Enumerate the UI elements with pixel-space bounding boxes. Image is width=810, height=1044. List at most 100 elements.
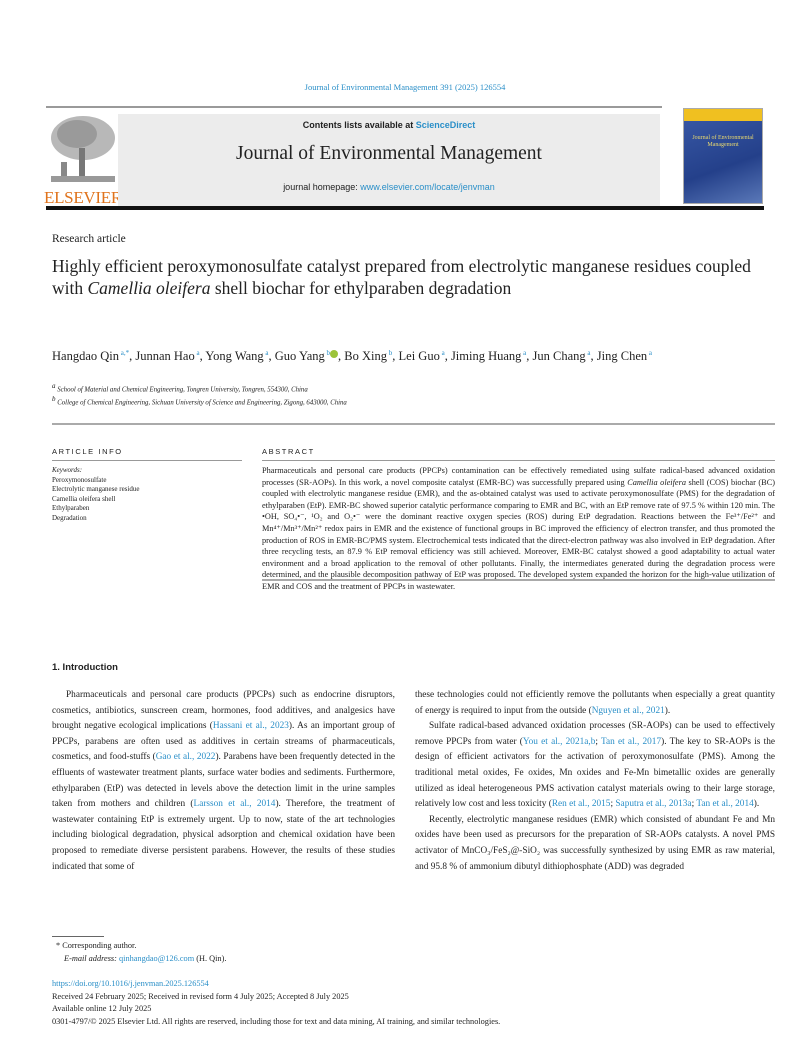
email-link[interactable]: qinhangdao@126.com bbox=[119, 953, 195, 963]
citation-link[interactable]: Tan et al., 2014 bbox=[696, 799, 754, 810]
article-type: Research article bbox=[52, 233, 126, 245]
author[interactable]: Hangdao Qin a,* bbox=[52, 349, 129, 363]
author-name[interactable]: Bo Xing bbox=[344, 349, 388, 364]
text-segment: ; bbox=[691, 799, 697, 810]
elsevier-logo: ELSEVIER bbox=[44, 112, 122, 208]
footnotes: * Corresponding author. E-mail address: … bbox=[56, 940, 226, 965]
homepage-label: journal homepage: bbox=[283, 182, 361, 192]
keyword: Electrolytic manganese residue bbox=[52, 485, 140, 493]
text-segment: shell biochar for ethylparaben degradati… bbox=[210, 278, 512, 298]
affiliation: b College of Chemical Engineering, Sichu… bbox=[52, 395, 347, 408]
text-segment: shell (COS) biochar (BC) coupled with el… bbox=[262, 477, 775, 591]
affiliation-marker: a bbox=[52, 382, 58, 390]
article-title: Highly efficient peroxymonosulfate catal… bbox=[52, 255, 752, 299]
author-name[interactable]: Jun Chang bbox=[532, 349, 586, 364]
copyright-notice: 0301-4797/© 2025 Elsevier Ltd. All right… bbox=[52, 1016, 501, 1026]
affiliation: a School of Material and Chemical Engine… bbox=[52, 382, 347, 395]
text-segment: ). The key to SR-AOPs is the design of e… bbox=[415, 736, 775, 810]
email-label: E-mail address: bbox=[64, 953, 119, 963]
author-name[interactable]: Jiming Huang bbox=[450, 349, 522, 364]
citation-link[interactable]: Saputra et al., 2013a bbox=[615, 799, 692, 810]
divider bbox=[262, 460, 775, 461]
citation-link[interactable]: Tan et al., 2017 bbox=[601, 736, 662, 747]
text-segment: Sulfate radical-based advanced oxidation… bbox=[415, 721, 775, 747]
author[interactable]: Jiming Huang a bbox=[451, 349, 526, 363]
keyword: Camellia oleifera shell bbox=[52, 494, 116, 503]
publisher-name: ELSEVIER bbox=[44, 188, 122, 207]
affiliation-marker[interactable]: a bbox=[585, 349, 591, 357]
keyword: Ethylparaben bbox=[52, 504, 90, 512]
citation-link[interactable]: Ren et al., 2015 bbox=[551, 799, 611, 810]
affiliation-marker[interactable]: a bbox=[521, 349, 527, 357]
abstract-heading: ABSTRACT bbox=[262, 447, 315, 456]
sciencedirect-link[interactable]: ScienceDirect bbox=[415, 120, 476, 130]
affiliation-marker[interactable]: a bbox=[439, 349, 445, 357]
orcid-icon[interactable] bbox=[330, 350, 339, 359]
paragraph: Recently, electrolytic manganese residue… bbox=[415, 813, 775, 875]
text-segment: ). bbox=[664, 705, 671, 716]
paragraph: these technologies could not efficiently… bbox=[415, 688, 775, 719]
citation-link[interactable]: You et al., 2021a,b bbox=[522, 736, 596, 747]
keyword: Degradation bbox=[52, 513, 87, 522]
affiliation-marker[interactable]: b bbox=[324, 349, 331, 357]
author[interactable]: Bo Xing b bbox=[344, 349, 392, 363]
text-segment: ). Therefore, the treatment of wastewate… bbox=[52, 799, 395, 872]
author[interactable]: Guo Yang b bbox=[274, 349, 339, 364]
section-heading-introduction: 1. Introduction bbox=[52, 662, 118, 673]
author[interactable]: Jing Chen a bbox=[597, 349, 652, 363]
affiliation-marker[interactable]: b bbox=[387, 349, 393, 357]
received-dates: Received 24 February 2025; Received in r… bbox=[52, 991, 349, 1001]
affiliation-marker[interactable]: a,* bbox=[119, 349, 130, 357]
author-name[interactable]: Lei Guo bbox=[398, 349, 440, 364]
journal-cover-image: Journal of Environmental Management bbox=[683, 108, 763, 204]
text-segment: ; bbox=[610, 799, 616, 810]
paragraph: Sulfate radical-based advanced oxidation… bbox=[415, 719, 775, 813]
citation-link[interactable]: Larsson et al., 2014 bbox=[193, 799, 276, 810]
text-segment: ; bbox=[595, 736, 601, 747]
journal-header-box: Contents lists available at ScienceDirec… bbox=[118, 114, 660, 206]
available-online-date: Available online 12 July 2025 bbox=[52, 1004, 152, 1013]
author[interactable]: Junnan Hao a bbox=[135, 349, 199, 363]
contents-label: Contents lists available at bbox=[302, 120, 416, 130]
affiliation-text: School of Material and Chemical Engineer… bbox=[57, 386, 308, 394]
affiliation-marker: b bbox=[52, 394, 58, 403]
journal-homepage-link[interactable]: www.elsevier.com/locate/jenvman bbox=[360, 182, 495, 192]
header-divider bbox=[46, 206, 764, 210]
italic-text: Camellia oleifera bbox=[627, 477, 686, 487]
affiliation-marker[interactable]: a bbox=[647, 349, 652, 357]
author-name[interactable]: Guo Yang bbox=[274, 349, 325, 364]
author[interactable]: Lei Guo a bbox=[399, 349, 445, 363]
journal-reference[interactable]: Journal of Environmental Management 391 … bbox=[0, 82, 810, 92]
author[interactable]: Jun Chang a bbox=[533, 349, 591, 363]
author[interactable]: Yong Wang a bbox=[205, 349, 268, 363]
keyword: Peroxymonosulfate bbox=[52, 475, 107, 484]
text-segment: Highly efficient peroxymonosulfate catal… bbox=[52, 256, 751, 298]
abstract-text: Pharmaceuticals and personal care produc… bbox=[262, 465, 775, 593]
affiliation-marker[interactable]: a bbox=[194, 349, 200, 357]
author-name[interactable]: Hangdao Qin bbox=[52, 349, 119, 364]
footnote-divider bbox=[52, 936, 104, 937]
text-segment: ). As an important group of PPCPs, parab… bbox=[52, 721, 396, 763]
citation-link[interactable]: Nguyen et al., 2021 bbox=[591, 705, 665, 716]
author-list: Hangdao Qin a,*, Junnan Hao a, Yong Wang… bbox=[52, 349, 652, 364]
divider bbox=[46, 106, 662, 108]
author-name[interactable]: Junnan Hao bbox=[135, 349, 195, 364]
text-segment: Pharmaceuticals and personal care produc… bbox=[52, 690, 395, 732]
keywords: Keywords: Peroxymonosulfate Electrolytic… bbox=[52, 466, 139, 523]
citation-link[interactable]: Gao et al., 2022 bbox=[155, 752, 216, 763]
text-segment: Pharmaceuticals and personal care produc… bbox=[262, 466, 775, 487]
author-name[interactable]: Jing Chen bbox=[596, 349, 648, 364]
affiliation-marker[interactable]: a bbox=[263, 349, 269, 357]
author-name[interactable]: Yong Wang bbox=[205, 349, 264, 364]
paragraph: Pharmaceuticals and personal care produc… bbox=[52, 688, 395, 875]
text-segment: these technologies could not efficiently… bbox=[415, 690, 775, 716]
divider bbox=[52, 460, 242, 461]
divider bbox=[52, 423, 775, 425]
doi-link[interactable]: https://doi.org/10.1016/j.jenvman.2025.1… bbox=[52, 979, 209, 988]
article-info-heading: ARTICLE INFO bbox=[52, 447, 123, 456]
email-suffix: (H. Qin). bbox=[194, 953, 227, 963]
left-column: Pharmaceuticals and personal care produc… bbox=[52, 688, 395, 875]
journal-reference-link[interactable]: Journal of Environmental Management 391 … bbox=[304, 82, 506, 92]
italic-text: Camellia oleifera bbox=[87, 278, 211, 298]
citation-link[interactable]: Hassani et al., 2023 bbox=[212, 721, 289, 732]
